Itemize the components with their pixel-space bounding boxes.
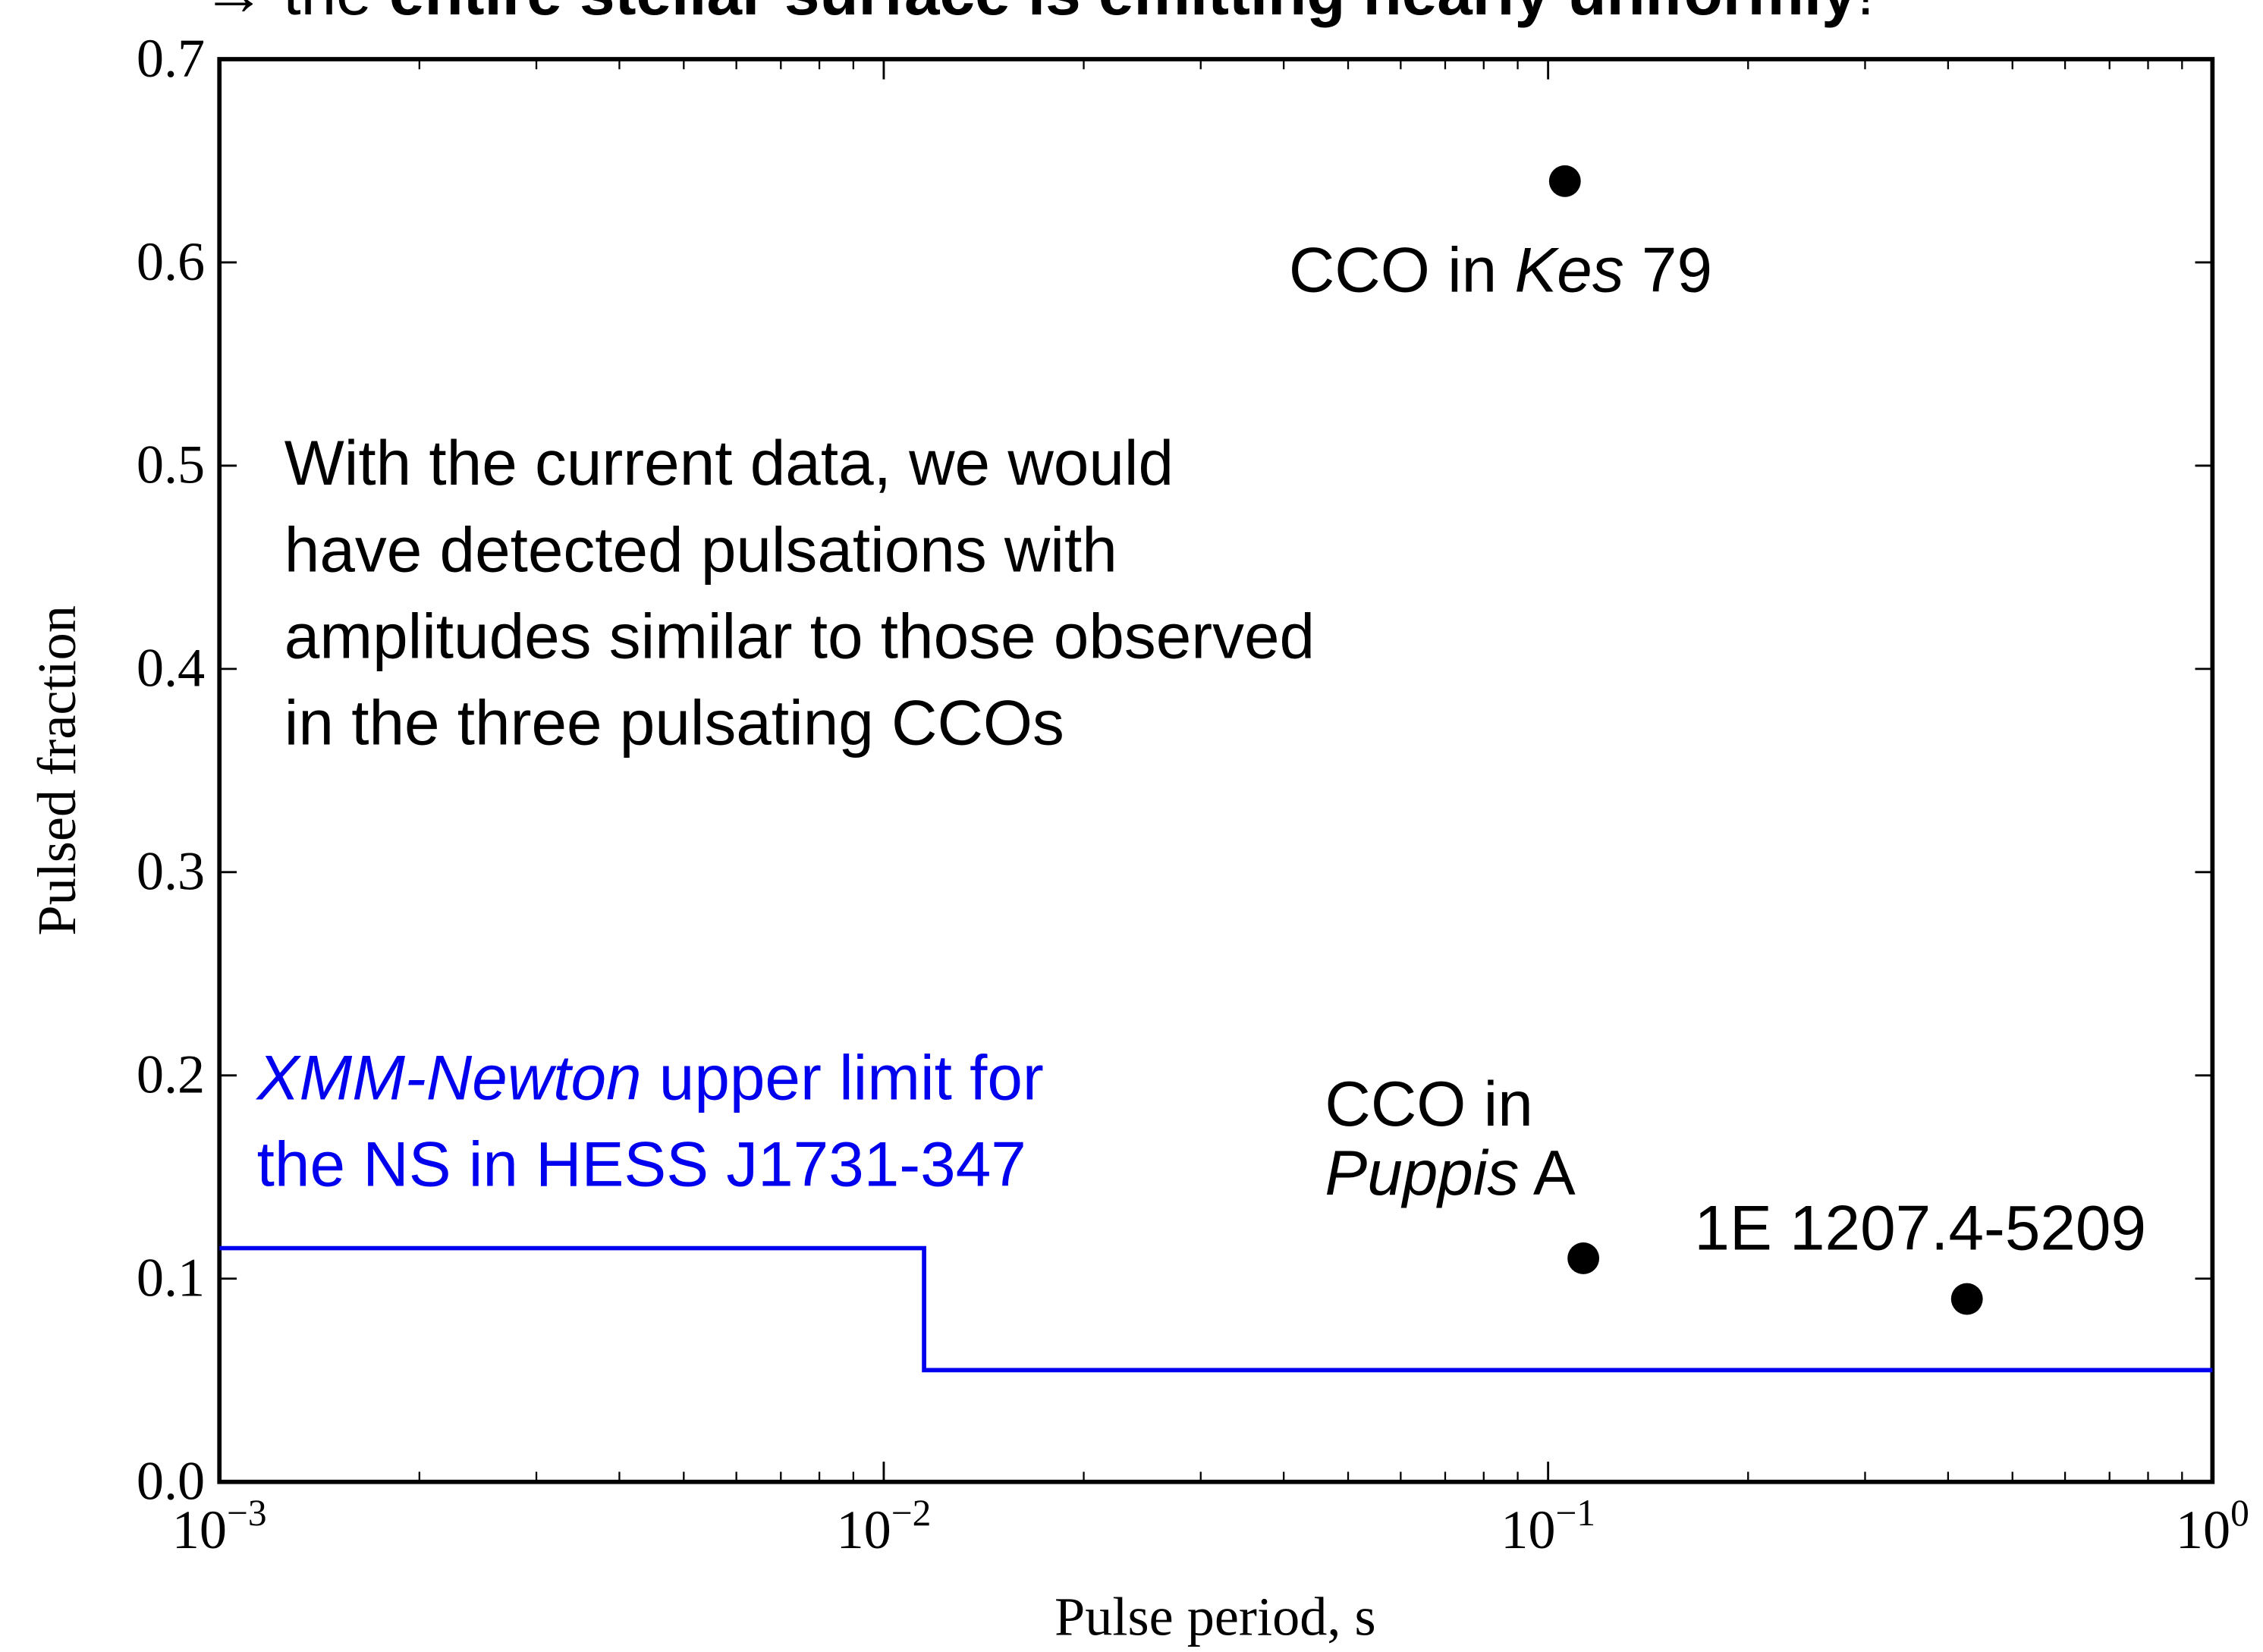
y-tick-label: 0.5 — [137, 435, 205, 495]
y-tick-label: 0.1 — [137, 1248, 205, 1308]
annotation-part: XMM-Newton — [256, 1042, 642, 1113]
header-text-part: → the — [202, 0, 389, 28]
y-tick-label: 0.7 — [137, 28, 205, 89]
y-tick-label: 0.0 — [137, 1451, 205, 1512]
annotation: CCO in Kes 79 — [1289, 234, 1712, 305]
x-tick-label: 100 — [2176, 1492, 2249, 1560]
y-tick-label: 0.4 — [137, 638, 205, 699]
data-point — [1950, 1283, 1983, 1315]
annotation-part: With the current data, we would — [284, 427, 1174, 498]
annotation-part: amplitudes similar to those observed — [284, 600, 1315, 671]
annotation-part: A — [1519, 1137, 1576, 1208]
header-text: → the entire stellar surface is emitting… — [202, 0, 1875, 28]
annotation: amplitudes similar to those observed — [284, 600, 1315, 671]
annotation: Puppis A — [1325, 1137, 1576, 1208]
data-point — [1548, 165, 1581, 197]
plot-frame — [217, 57, 2215, 1484]
step-line — [219, 1245, 2213, 1373]
annotation-part: upper limit for — [642, 1042, 1044, 1113]
annotation-part: have detected pulsations with — [284, 514, 1117, 585]
annotation-part: the NS in HESS J1731-347 — [257, 1129, 1026, 1200]
annotation-part: 1E 1207.4-5209 — [1694, 1192, 2146, 1263]
y-tick-label: 0.3 — [137, 841, 205, 902]
annotation: the NS in HESS J1731-347 — [257, 1129, 1026, 1200]
annotation-part: Kes — [1514, 234, 1623, 305]
x-tick-label: 10−1 — [1501, 1492, 1595, 1560]
header-text-part: entire stellar surface is emitting nearl… — [389, 0, 1857, 28]
annotation: XMM-Newton upper limit for — [256, 1042, 1044, 1113]
y-tick-label: 0.2 — [137, 1044, 205, 1105]
annotation: 1E 1207.4-5209 — [1694, 1192, 2146, 1263]
data-point — [1567, 1242, 1600, 1274]
annotation-part: 79 — [1624, 234, 1712, 305]
annotation: With the current data, we would — [284, 427, 1174, 498]
annotation-part: CCO in — [1289, 234, 1515, 305]
x-tick-label: 10−3 — [172, 1492, 267, 1560]
annotation: CCO in — [1325, 1068, 1532, 1139]
y-tick-label: 0.6 — [137, 231, 205, 292]
annotation-part: Puppis — [1325, 1137, 1519, 1208]
x-tick-label: 10−2 — [836, 1492, 931, 1560]
annotation-part: in the three pulsating CCOs — [284, 687, 1064, 758]
annotation-part: CCO in — [1325, 1068, 1532, 1139]
annotation: in the three pulsating CCOs — [284, 687, 1064, 758]
x-axis-label: Pulse period, s — [1054, 1586, 1376, 1647]
annotation: have detected pulsations with — [284, 514, 1117, 585]
y-axis-label: Pulsed fraction — [27, 605, 87, 936]
header-text-part: ! — [1857, 0, 1875, 28]
